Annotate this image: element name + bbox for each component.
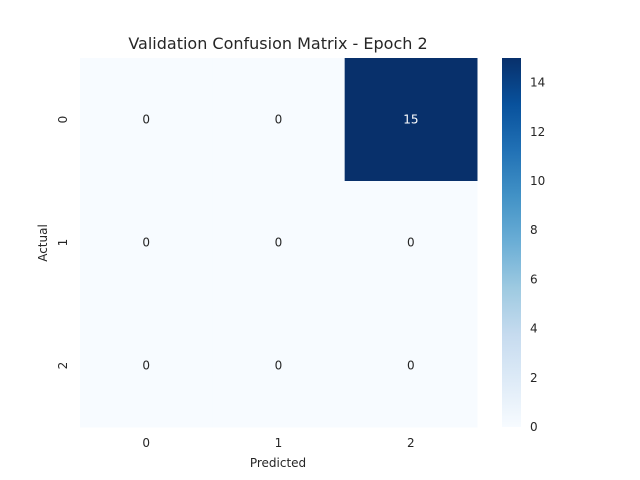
colorbar-tick-label-0: 0 bbox=[530, 420, 538, 434]
x-tick-label-0: 0 bbox=[142, 436, 150, 450]
colorbar-gradient bbox=[502, 58, 521, 427]
heatmap-cell-0-0 bbox=[80, 58, 213, 182]
heatmap-cell-labels: 0 0 15 0 0 0 0 0 0 bbox=[142, 113, 418, 373]
heatmap-cell-0-2 bbox=[344, 58, 478, 182]
heatmap-cell-1-0 bbox=[80, 181, 213, 305]
heatmap-cell-1-2 bbox=[344, 181, 478, 305]
cell-value-2-0: 0 bbox=[142, 359, 150, 373]
heatmap-cells bbox=[80, 58, 478, 428]
x-axis-ticks: 0 1 2 bbox=[142, 436, 414, 450]
y-axis-label: Actual bbox=[36, 224, 50, 262]
colorbar-tick-label-14: 14 bbox=[530, 76, 545, 90]
cell-value-0-2: 15 bbox=[403, 113, 418, 127]
cell-value-1-0: 0 bbox=[142, 236, 150, 250]
cell-value-0-0: 0 bbox=[142, 113, 150, 127]
cell-value-2-2: 0 bbox=[407, 359, 415, 373]
colorbar-tick-label-2: 2 bbox=[530, 371, 538, 385]
x-tick-label-1: 1 bbox=[275, 436, 283, 450]
y-tick-label-2: 2 bbox=[56, 362, 70, 370]
x-axis-label: Predicted bbox=[250, 456, 306, 470]
colorbar-tick-label-6: 6 bbox=[530, 272, 538, 286]
heatmap-cell-2-0 bbox=[80, 304, 213, 428]
cell-value-1-1: 0 bbox=[275, 236, 283, 250]
x-tick-label-2: 2 bbox=[407, 436, 415, 450]
cell-value-0-1: 0 bbox=[275, 113, 283, 127]
chart-title: Validation Confusion Matrix - Epoch 2 bbox=[128, 34, 427, 53]
heatmap-cell-2-2 bbox=[344, 304, 478, 428]
colorbar-tick-label-10: 10 bbox=[530, 174, 545, 188]
colorbar-tick-label-8: 8 bbox=[530, 223, 538, 237]
y-tick-label-0: 0 bbox=[56, 116, 70, 124]
heatmap-cell-0-1 bbox=[212, 58, 346, 182]
colorbar: 0 2 4 6 8 10 12 14 bbox=[502, 58, 545, 434]
cell-value-2-1: 0 bbox=[275, 359, 283, 373]
heatmap-cell-1-1 bbox=[212, 181, 346, 305]
cell-value-1-2: 0 bbox=[407, 236, 415, 250]
colorbar-tick-label-4: 4 bbox=[530, 322, 538, 336]
colorbar-tick-label-12: 12 bbox=[530, 125, 545, 139]
y-axis-ticks: 0 1 2 bbox=[56, 116, 70, 370]
y-tick-label-1: 1 bbox=[56, 239, 70, 247]
heatmap-cell-2-1 bbox=[212, 304, 346, 428]
